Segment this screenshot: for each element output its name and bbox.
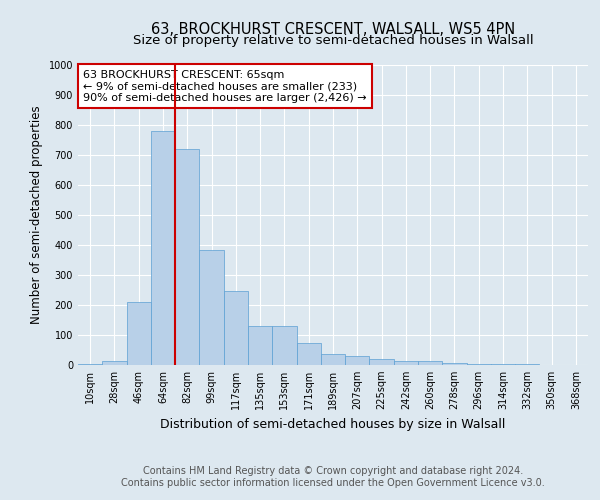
Bar xyxy=(418,362,442,365)
Bar xyxy=(151,131,175,365)
Text: Contains HM Land Registry data © Crown copyright and database right 2024.
Contai: Contains HM Land Registry data © Crown c… xyxy=(121,466,545,487)
Bar xyxy=(394,360,418,365)
Bar xyxy=(491,364,515,365)
Bar xyxy=(370,359,394,365)
Bar xyxy=(272,326,296,365)
Bar xyxy=(175,149,199,365)
Bar xyxy=(127,302,151,365)
Bar xyxy=(248,326,272,365)
Bar xyxy=(296,342,321,365)
X-axis label: Distribution of semi-detached houses by size in Walsall: Distribution of semi-detached houses by … xyxy=(160,418,506,430)
Bar xyxy=(345,356,370,365)
Bar xyxy=(515,364,539,365)
Bar xyxy=(321,354,345,365)
Bar xyxy=(224,290,248,365)
Bar xyxy=(102,360,127,365)
Text: 63 BROCKHURST CRESCENT: 65sqm
← 9% of semi-detached houses are smaller (233)
90%: 63 BROCKHURST CRESCENT: 65sqm ← 9% of se… xyxy=(83,70,367,102)
Text: Size of property relative to semi-detached houses in Walsall: Size of property relative to semi-detach… xyxy=(133,34,533,47)
Text: 63, BROCKHURST CRESCENT, WALSALL, WS5 4PN: 63, BROCKHURST CRESCENT, WALSALL, WS5 4P… xyxy=(151,22,515,38)
Bar xyxy=(78,364,102,365)
Bar xyxy=(467,364,491,365)
Bar xyxy=(199,250,224,365)
Y-axis label: Number of semi-detached properties: Number of semi-detached properties xyxy=(30,106,43,324)
Bar xyxy=(442,362,467,365)
